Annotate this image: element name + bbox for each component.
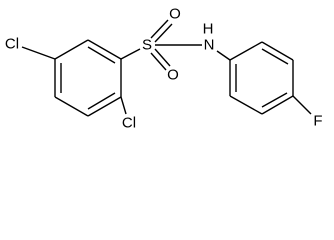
bond [150, 19, 169, 39]
bond [261, 41, 294, 61]
bond [216, 50, 231, 61]
bond [120, 48, 141, 60]
bond [229, 41, 263, 61]
atom-label: N [204, 37, 215, 54]
bond [21, 46, 56, 60]
bond [120, 96, 127, 115]
atom-label: O [167, 67, 179, 84]
atom-label: O [169, 6, 181, 23]
atom-label: S [142, 37, 152, 54]
structure-diagram: Cl S O O H N Cl F [5, 6, 323, 132]
bond-inner [87, 92, 116, 110]
bond-inner [261, 92, 288, 108]
bond [154, 23, 173, 43]
atom-label: H [203, 21, 214, 38]
bond [87, 96, 122, 117]
bond [150, 52, 167, 71]
page: Cl S O O H N Cl F (() => { const data = … [4, 5, 323, 132]
bonds [21, 19, 312, 117]
bond [54, 39, 89, 60]
bond-inner [87, 46, 116, 64]
atom-label: Cl [122, 115, 136, 132]
bond [292, 95, 312, 115]
bond [54, 96, 89, 117]
bond [87, 39, 122, 60]
bond [154, 48, 171, 67]
bond [229, 95, 263, 115]
bond-inner [261, 48, 289, 65]
atom-label: F [313, 113, 322, 130]
bond [261, 95, 294, 115]
atom-label: Cl [5, 36, 19, 53]
